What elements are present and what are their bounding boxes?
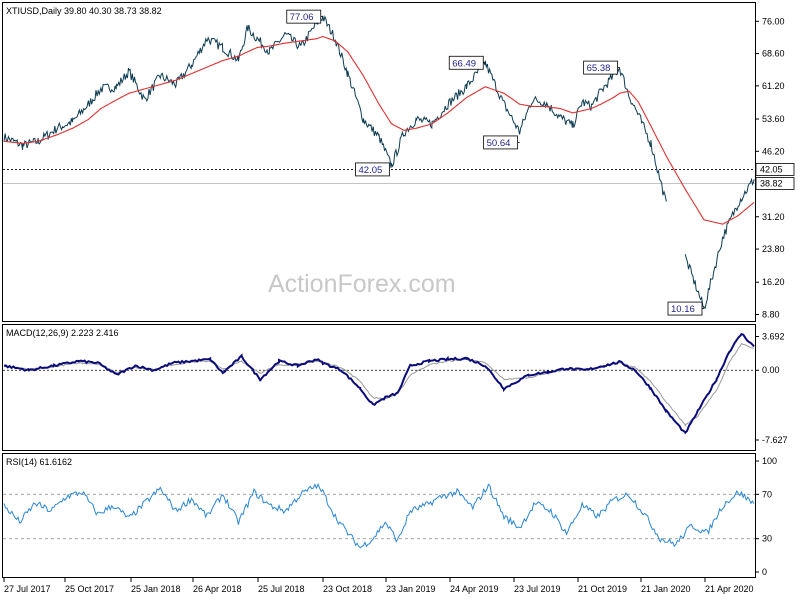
current-price-box <box>755 177 795 190</box>
price-axis-tick-label: 68.60 <box>762 49 785 59</box>
annotation-label: 66.49 <box>452 58 476 69</box>
annotation-box <box>355 162 390 177</box>
annotation-label: 50.64 <box>487 138 511 149</box>
price-panel-frame <box>2 2 756 322</box>
rsi-title: RSI(14) 61.6162 <box>6 457 72 467</box>
rsi-line <box>3 482 755 549</box>
macd-axis-tick-label: 0.00 <box>762 365 780 375</box>
rsi-axis-tick-label: 30 <box>762 534 772 544</box>
x-tick-label: 21 Apr 2020 <box>705 584 754 594</box>
x-tick-label: 25 Jan 2018 <box>131 584 181 594</box>
current-price-label: 38.82 <box>760 179 783 189</box>
price-axis-tick-label: 16.20 <box>762 277 785 287</box>
macd-panel-frame <box>2 324 756 451</box>
rsi-panel-frame <box>2 453 756 578</box>
rsi-axis-tick-label: 0 <box>762 567 767 577</box>
x-tick-label: 21 Oct 2019 <box>578 584 627 594</box>
price-axis-tick-label: 76.00 <box>762 16 785 26</box>
watermark: ActionForex.com <box>268 270 456 298</box>
price-axis-tick-label: 8.80 <box>762 310 780 320</box>
x-tick-label: 24 Apr 2019 <box>450 584 499 594</box>
macd-axis-tick-label: -7.627 <box>762 435 788 445</box>
annotation-label: 10.16 <box>671 304 695 315</box>
x-axis: 27 Jul 2017 25 Oct 2017 25 Jan 2018 26 Apr … <box>3 578 754 594</box>
price-title: XTIUSD,Daily 39.80 40.30 38.73 38.82 <box>6 6 162 16</box>
rsi-panel: 100 70 30 0 <box>3 456 777 577</box>
price-axis-tick-label: 31.20 <box>762 212 785 222</box>
price-axis-tick-label: 61.20 <box>762 81 785 91</box>
level-price-label: 42.05 <box>760 164 783 174</box>
x-tick-label: 25 Oct 2017 <box>65 584 114 594</box>
macd-title: MACD(12,26,9) 2.223 2.416 <box>6 328 119 338</box>
price-panel: 76.00 68.60 61.20 53.60 46.20 31.20 23.80 16.20… <box>3 9 795 320</box>
rsi-axis-tick-label: 100 <box>762 456 777 466</box>
rsi-axis-tick-label: 70 <box>762 489 772 499</box>
macd-signal-line <box>3 342 755 427</box>
x-tick-label: 23 Jul 2019 <box>514 584 561 594</box>
macd-panel: 3.692 0.00 -7.627 <box>3 331 788 445</box>
annotation-label: 65.38 <box>587 63 611 74</box>
annotation-label: 77.06 <box>290 12 314 23</box>
x-tick-label: 21 Jan 2020 <box>641 584 691 594</box>
price-series-line <box>3 15 667 203</box>
price-series-line-after-gap <box>684 177 755 310</box>
x-tick-label: 23 Jan 2019 <box>386 584 436 594</box>
x-tick-label: 27 Jul 2017 <box>4 584 51 594</box>
annotation-label: 42.05 <box>359 165 383 176</box>
level-price-box <box>755 163 795 176</box>
price-axis-tick-label: 23.80 <box>762 244 785 254</box>
macd-axis-tick-label: 3.692 <box>762 331 785 341</box>
x-tick-label: 23 Oct 2018 <box>323 584 372 594</box>
macd-line <box>3 332 755 435</box>
panel-titles: XTIUSD,Daily 39.80 40.30 38.73 38.82 MAC… <box>6 6 162 467</box>
x-tick-label: 26 Apr 2018 <box>193 584 242 594</box>
price-axis-tick-label: 53.60 <box>762 114 785 124</box>
x-tick-label: 25 Jul 2018 <box>258 584 305 594</box>
price-axis-tick-label: 46.20 <box>762 146 785 156</box>
moving-average-line <box>3 35 755 225</box>
